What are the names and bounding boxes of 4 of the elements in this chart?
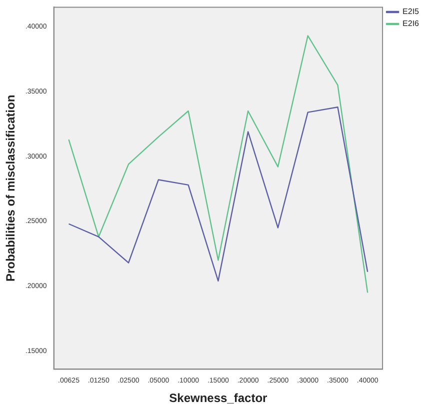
legend-label: E2I6 [402, 19, 420, 28]
legend-label: E2I5 [402, 7, 420, 16]
x-axis-title: Skewness_factor [169, 391, 268, 406]
y-axis-title: Probabilities of misclassification [4, 94, 18, 282]
